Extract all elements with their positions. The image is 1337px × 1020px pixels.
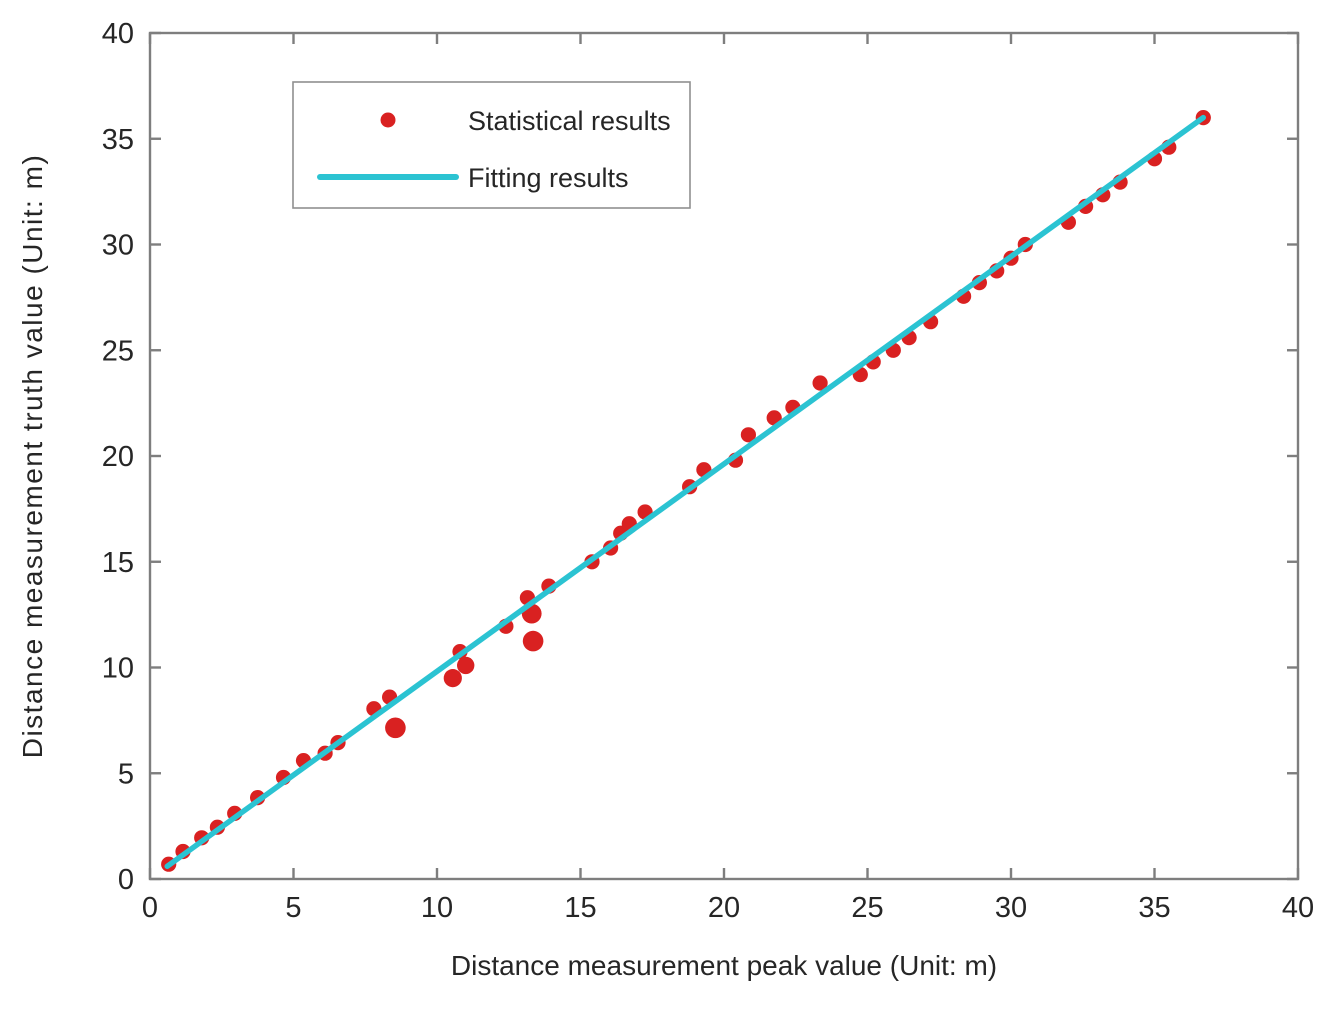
y-tick-label: 10 xyxy=(102,653,134,685)
axis-ticks xyxy=(148,31,1300,881)
x-tick-label: 20 xyxy=(708,892,740,924)
y-tick-label: 35 xyxy=(102,124,134,156)
y-tick-label: 20 xyxy=(102,441,134,473)
legend-box xyxy=(292,81,691,209)
legend-label-fitting: Fitting results xyxy=(468,163,629,193)
y-tick-label: 25 xyxy=(102,335,134,367)
x-tick-label: 40 xyxy=(1282,892,1314,924)
x-tick-label: 10 xyxy=(421,892,453,924)
y-tick-label: 0 xyxy=(118,864,134,896)
y-axis-label: Distance measurement truth value (Unit: … xyxy=(17,154,48,759)
y-tick-label: 40 xyxy=(102,18,134,50)
y-tick-label: 5 xyxy=(118,758,134,790)
x-axis-label: Distance measurement peak value (Unit: m… xyxy=(451,950,997,981)
data-point xyxy=(740,427,757,443)
data-point xyxy=(443,669,462,688)
y-tick-label: 30 xyxy=(102,230,134,262)
x-tick-label: 35 xyxy=(1138,892,1170,924)
y-tick-label: 15 xyxy=(102,547,134,579)
x-tick-label: 15 xyxy=(564,892,596,924)
data-point xyxy=(385,717,406,739)
x-tick-label: 30 xyxy=(995,892,1027,924)
fitting-line xyxy=(164,114,1207,870)
legend-marker-dot xyxy=(380,112,396,128)
data-point xyxy=(812,375,828,391)
legend-label-statistical: Statistical results xyxy=(468,106,671,136)
x-tick-label: 25 xyxy=(851,892,883,924)
data-point xyxy=(522,630,544,652)
legend: Statistical results Fitting results xyxy=(292,81,691,209)
x-tick-label: 5 xyxy=(285,892,301,924)
x-tick-label: 0 xyxy=(142,892,158,924)
data-point xyxy=(457,656,475,675)
